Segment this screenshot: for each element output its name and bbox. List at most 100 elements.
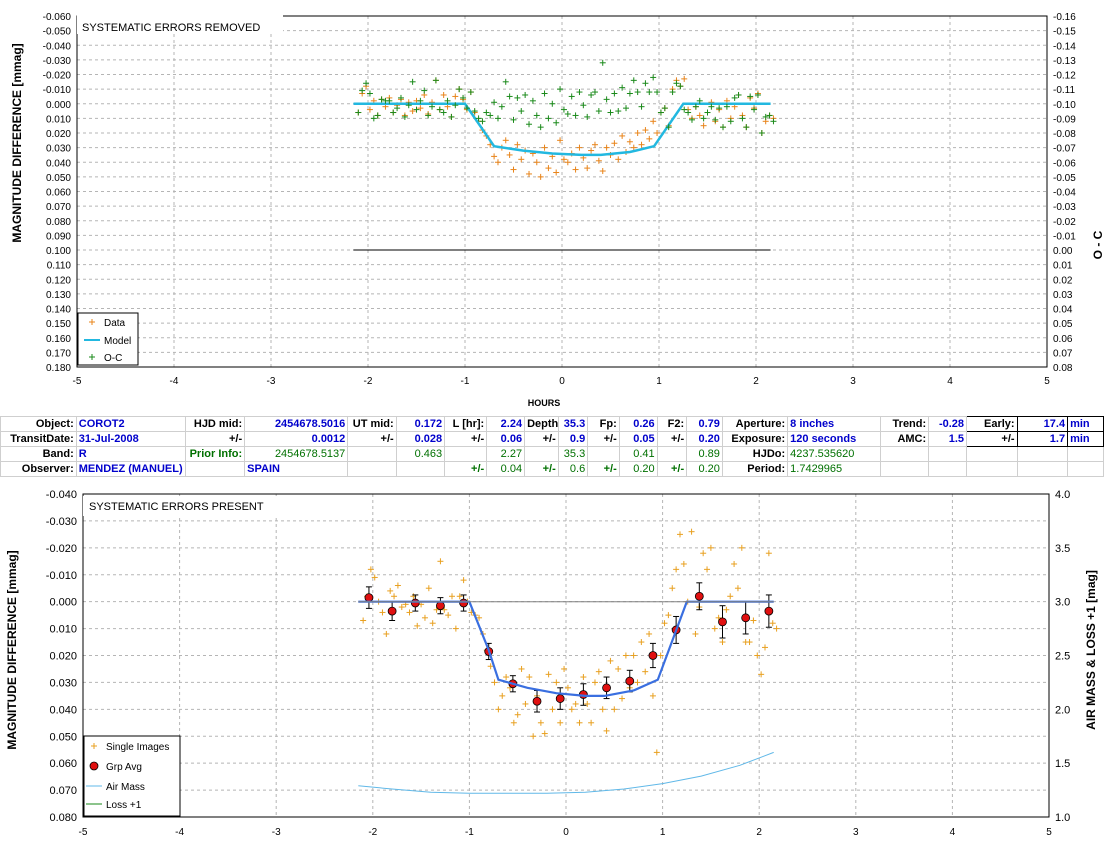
early-err: 1.7	[1016, 431, 1069, 447]
data-point	[487, 663, 494, 670]
data-point	[394, 582, 401, 589]
empty-cell	[928, 446, 968, 462]
hjdo-label: HJDo:	[721, 446, 789, 462]
x-tick-labels: -5 -4 -3 -2 -1 0 1 2 3 4 5	[73, 376, 1051, 387]
fp-pm: +/-	[587, 431, 620, 447]
data-point	[533, 159, 540, 166]
y2-tick-label: -0.12	[1053, 71, 1076, 82]
y2-tick-labels: -0.16 -0.15 -0.14 -0.13 -0.12 -0.11 -0.10 -0.09…	[1053, 12, 1076, 374]
transit-info-table: Object: COROT2 HJD mid: 2454678.5016 UT …	[0, 416, 1110, 478]
x-tick-label: -4	[175, 827, 184, 838]
data-point	[642, 668, 649, 675]
f2-value: 0.79	[686, 416, 723, 432]
data-point	[734, 585, 741, 592]
data-point	[440, 109, 447, 116]
series-layer	[353, 59, 777, 251]
data-point	[707, 544, 714, 551]
hjd-mid-label: HJD mid:	[185, 416, 246, 432]
data-point	[506, 93, 513, 100]
data-point	[622, 652, 629, 659]
empty-cell	[966, 446, 1018, 462]
data-point	[533, 112, 540, 119]
y-tick-label: -0.020	[46, 543, 77, 555]
data-point	[456, 593, 463, 600]
data-point	[503, 674, 510, 681]
data-point	[711, 625, 718, 632]
data-point	[425, 585, 432, 592]
y-axis-label: MAGNITUDE DIFFERENCE [mmag]	[10, 43, 24, 242]
data-point	[502, 78, 509, 85]
y2-tick-label: -0.10	[1053, 100, 1076, 111]
data-point	[409, 108, 416, 115]
data-point	[681, 106, 688, 113]
data-point	[611, 140, 618, 147]
data-point	[669, 585, 676, 592]
x-tick-label: 3	[850, 376, 856, 387]
empty-cell	[879, 446, 930, 462]
empty-cell	[966, 461, 1018, 477]
transit-date-value: 31-Jul-2008	[75, 431, 187, 447]
data-point	[576, 89, 583, 96]
y-tick-label: -0.010	[43, 85, 72, 96]
data-point	[541, 730, 548, 737]
y2-tick-label: -0.16	[1053, 12, 1076, 23]
data-point	[630, 77, 637, 84]
y2-tick-label: 2.0	[1055, 704, 1070, 716]
data-point	[553, 169, 560, 176]
data-point	[421, 87, 428, 94]
data-point	[387, 587, 394, 594]
data-point	[355, 109, 362, 116]
data-point	[692, 630, 699, 637]
data-point	[750, 617, 757, 624]
data-point	[560, 156, 567, 163]
data-point	[429, 620, 436, 627]
data-point	[638, 639, 645, 646]
y2-tick-label: -0.13	[1053, 56, 1076, 67]
y2-tick-label: 0.01	[1053, 261, 1073, 272]
data-point	[584, 113, 591, 120]
data-point	[576, 719, 583, 726]
data-point	[510, 116, 517, 123]
data-point	[460, 94, 467, 101]
prior-f2-pm: +/-	[656, 461, 688, 477]
x-tick-label: -3	[272, 827, 281, 838]
data-point	[688, 116, 695, 123]
empty-cell	[347, 461, 397, 477]
transit-chart-systematic-errors-present: -0.040 -0.030 -0.020 -0.010 0.000 0.010 0.020 0…	[5, 489, 1098, 838]
y-tick-label: 0.160	[46, 334, 71, 345]
f2-label: F2:	[656, 416, 688, 432]
hjd-err: 0.0012	[244, 431, 349, 447]
prior-f2-err: 0.20	[686, 461, 723, 477]
chart-title-box	[77, 14, 283, 34]
data-point	[483, 109, 490, 116]
x-tick-label: 2	[753, 376, 759, 387]
y-tick-label: 0.170	[46, 348, 71, 359]
early-label: Early:	[966, 416, 1018, 432]
data-point	[553, 119, 560, 126]
data-point	[599, 168, 606, 175]
data-point	[747, 93, 754, 100]
data-point	[603, 96, 610, 103]
data-point	[719, 639, 726, 646]
early-pm: +/-	[966, 431, 1018, 447]
data-point	[704, 566, 711, 573]
x-tick-label: -5	[73, 376, 82, 387]
y-tick-label: 0.040	[49, 704, 77, 716]
x-tick-label: 2	[756, 827, 762, 838]
data-point	[406, 609, 413, 616]
data-point	[487, 112, 494, 119]
y2-axis-label: O - C	[1091, 230, 1105, 259]
y2-axis-label: AIR MASS & LOSS +1 [mag]	[1084, 570, 1098, 730]
legend-marker-oc	[89, 354, 95, 360]
trend-label: Trend:	[879, 416, 930, 432]
data-point	[754, 91, 761, 98]
object-value: COROT2	[75, 416, 187, 432]
data-point	[429, 103, 436, 110]
y-tick-label: 0.110	[47, 261, 72, 272]
data-point	[762, 113, 769, 120]
x-tick-label: 1	[660, 827, 666, 838]
y-tick-label: 0.060	[49, 758, 77, 770]
data-point	[367, 566, 374, 573]
data-point	[460, 577, 467, 584]
x-tick-label: 5	[1044, 376, 1050, 387]
